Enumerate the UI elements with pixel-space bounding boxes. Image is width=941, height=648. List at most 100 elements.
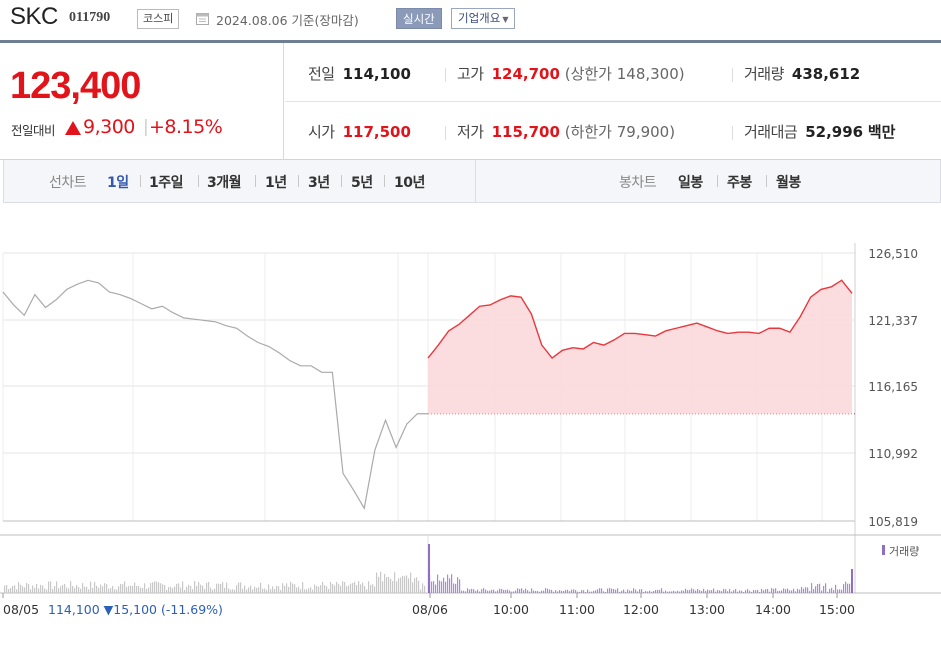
volume-bar xyxy=(571,589,573,593)
tab-3-month[interactable]: 3개월 xyxy=(207,175,242,191)
volume-bar xyxy=(781,590,783,593)
volume-bar xyxy=(583,590,585,593)
volume-bar xyxy=(166,589,168,593)
volume-bar xyxy=(829,588,831,593)
volume-bar xyxy=(431,581,433,593)
volume-bar xyxy=(312,589,314,593)
volume-bar xyxy=(274,589,276,593)
prev-close-value: 114,100 xyxy=(342,65,411,83)
volume-bar xyxy=(779,590,781,593)
volume-bar xyxy=(737,591,739,593)
candle-chart-label: 봉차트 xyxy=(619,175,657,191)
volume-bar xyxy=(673,590,675,593)
volume-bar xyxy=(242,588,244,593)
volume-bar xyxy=(651,591,653,593)
volume-bar xyxy=(439,580,441,593)
volume-bar xyxy=(685,588,687,593)
volume-bar xyxy=(587,589,589,593)
volume-bar xyxy=(521,588,523,593)
company-overview-button[interactable]: 기업개요 ▼ xyxy=(451,8,516,29)
volume-bar xyxy=(260,582,262,593)
volume-bar xyxy=(328,588,330,593)
volume-bar xyxy=(643,591,645,593)
market-badge: 코스피 xyxy=(137,9,180,29)
volume-bar xyxy=(14,585,16,593)
volume-bar xyxy=(581,590,583,593)
volume-bar xyxy=(841,589,843,593)
volume-bar xyxy=(541,590,543,593)
volume-bar xyxy=(294,584,296,593)
volume-bar xyxy=(751,591,753,593)
volume-bar xyxy=(26,582,28,593)
volume-bar xyxy=(226,582,228,593)
volume-bar xyxy=(414,578,416,593)
low-value: 115,700 xyxy=(491,123,560,141)
tab-1-day[interactable]: 1일 xyxy=(107,175,129,191)
volume-bar xyxy=(186,586,188,593)
tab-monthly-candle[interactable]: 월봉 xyxy=(776,175,801,191)
open-price: 시가 117,500 xyxy=(308,121,411,142)
price-chart[interactable]: 126,510 121,337 116,165 110,992 105,819 거래량 08… xyxy=(0,203,941,644)
volume-bar xyxy=(410,572,412,593)
tab-daily-candle[interactable]: 일봉 xyxy=(678,175,703,191)
cell-divider xyxy=(445,126,446,140)
volume-bar xyxy=(382,581,384,593)
volume-bar xyxy=(16,589,18,593)
lower-limit: (하한가 79,900) xyxy=(564,123,676,141)
volume-bar xyxy=(625,591,627,593)
header-divider xyxy=(0,40,941,43)
volume-bar xyxy=(86,586,88,593)
volume-bar xyxy=(827,591,829,593)
volume-bar xyxy=(481,589,483,593)
volume-bar xyxy=(663,591,665,593)
volume-bar xyxy=(114,589,116,593)
tab-weekly-candle[interactable]: 주봉 xyxy=(727,175,752,191)
volume-bar xyxy=(693,589,695,593)
volume-bar xyxy=(214,588,216,593)
volume-bar xyxy=(535,591,537,593)
volume-bar xyxy=(372,584,374,593)
amount-unit: 백만 xyxy=(867,123,896,141)
volume-bar xyxy=(178,583,180,593)
low-price: 저가 115,700 (하한가 79,900) xyxy=(457,121,675,142)
tab-3-year[interactable]: 3년 xyxy=(308,175,330,191)
tab-1-week[interactable]: 1주일 xyxy=(149,175,184,191)
volume-bar xyxy=(68,588,70,593)
volume-bar xyxy=(507,589,509,593)
tab-5-year[interactable]: 5년 xyxy=(351,175,373,191)
volume-bar xyxy=(332,584,334,593)
volume-bar xyxy=(154,581,156,593)
volume-bar xyxy=(126,587,128,593)
volume-bar xyxy=(384,573,386,593)
volume-bar xyxy=(611,588,613,593)
volume-bar xyxy=(595,590,597,593)
tab-1-year[interactable]: 1년 xyxy=(265,175,287,191)
volume-bar xyxy=(134,582,136,593)
volume-bar xyxy=(639,589,641,593)
volume-bar xyxy=(290,581,292,593)
volume-bar xyxy=(362,582,364,593)
volume-bar xyxy=(112,585,114,593)
volume-bar xyxy=(244,585,246,593)
volume-bar xyxy=(264,588,266,593)
volume-bar xyxy=(42,585,44,593)
volume-bar xyxy=(336,581,338,593)
volume-bar xyxy=(733,590,735,593)
volume-bar xyxy=(683,590,685,593)
volume-bar xyxy=(36,583,38,593)
volume-bar xyxy=(479,591,481,593)
volume-bar xyxy=(637,591,639,593)
volume-bar xyxy=(645,591,647,593)
volume-bar xyxy=(667,591,669,593)
volume-bar xyxy=(220,584,222,593)
volume-bar xyxy=(515,590,517,593)
volume-bar xyxy=(386,577,388,593)
volume-bar xyxy=(208,581,210,593)
trade-amount: 거래대금 52,996 백만 xyxy=(744,121,895,142)
x-tick-label: 15:00 xyxy=(819,602,855,617)
volume-bar xyxy=(761,588,763,593)
volume-bar xyxy=(398,578,400,593)
tab-10-year[interactable]: 10년 xyxy=(394,175,425,191)
volume-bar xyxy=(475,590,477,593)
realtime-button[interactable]: 실시간 xyxy=(396,8,442,29)
